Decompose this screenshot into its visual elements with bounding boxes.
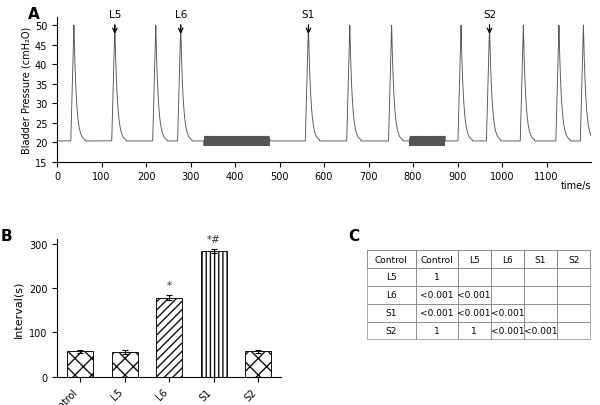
- Text: B: B: [1, 228, 13, 243]
- Bar: [156, 298, 182, 377]
- Bar: [245, 352, 271, 377]
- Text: S1: S1: [386, 308, 397, 318]
- Text: <0.001: <0.001: [491, 308, 524, 318]
- Bar: [491, 269, 524, 286]
- Text: C: C: [349, 228, 360, 243]
- Text: 1: 1: [434, 273, 440, 282]
- Bar: [524, 322, 557, 340]
- Text: <0.001: <0.001: [524, 326, 557, 335]
- Text: L6: L6: [502, 255, 512, 264]
- Bar: [416, 304, 458, 322]
- Text: 1: 1: [434, 326, 440, 335]
- Y-axis label: Interval(s): Interval(s): [13, 279, 23, 337]
- Text: <0.001: <0.001: [420, 290, 454, 300]
- Text: A: A: [28, 7, 40, 22]
- Bar: [557, 269, 590, 286]
- Bar: [557, 322, 590, 340]
- Text: *#: *#: [207, 235, 221, 245]
- Bar: [458, 286, 491, 304]
- Text: <0.001: <0.001: [457, 308, 491, 318]
- Bar: [458, 304, 491, 322]
- Text: *: *: [167, 280, 172, 290]
- Bar: [524, 250, 557, 269]
- Text: 1: 1: [471, 326, 477, 335]
- Text: <0.001: <0.001: [420, 308, 454, 318]
- Text: S2: S2: [568, 255, 580, 264]
- Text: S1: S1: [302, 10, 315, 34]
- Text: S2: S2: [386, 326, 397, 335]
- Bar: [524, 250, 557, 269]
- Y-axis label: Bladder Pressure (cmH₂O): Bladder Pressure (cmH₂O): [22, 27, 32, 153]
- Bar: [458, 250, 491, 269]
- Bar: [491, 250, 524, 269]
- Bar: [416, 286, 458, 304]
- Bar: [491, 322, 524, 340]
- Bar: [367, 304, 416, 322]
- Bar: [491, 304, 524, 322]
- Bar: [491, 286, 524, 304]
- Bar: [557, 250, 590, 269]
- Bar: [524, 286, 557, 304]
- Bar: [416, 269, 458, 286]
- Text: L5: L5: [109, 10, 121, 34]
- Bar: [491, 250, 524, 269]
- Bar: [367, 250, 416, 269]
- Text: L5: L5: [386, 273, 397, 282]
- Text: L5: L5: [469, 255, 479, 264]
- Bar: [112, 352, 137, 377]
- Bar: [524, 269, 557, 286]
- Text: S1: S1: [535, 255, 546, 264]
- Bar: [67, 352, 93, 377]
- Text: L6: L6: [175, 10, 187, 34]
- Text: Control: Control: [421, 255, 453, 264]
- Bar: [557, 304, 590, 322]
- Bar: [458, 250, 491, 269]
- Bar: [367, 250, 416, 269]
- Bar: [416, 250, 458, 269]
- Text: Control: Control: [375, 255, 407, 264]
- Text: <0.001: <0.001: [491, 326, 524, 335]
- Bar: [201, 252, 227, 377]
- Text: <0.001: <0.001: [457, 290, 491, 300]
- Text: L6: L6: [386, 290, 397, 300]
- Bar: [524, 304, 557, 322]
- Bar: [367, 322, 416, 340]
- Bar: [367, 269, 416, 286]
- Bar: [458, 269, 491, 286]
- Text: S2: S2: [483, 10, 496, 34]
- Bar: [557, 250, 590, 269]
- Bar: [367, 286, 416, 304]
- Bar: [416, 322, 458, 340]
- Bar: [557, 286, 590, 304]
- Bar: [416, 250, 458, 269]
- Bar: [458, 322, 491, 340]
- Text: time/s: time/s: [560, 181, 591, 191]
